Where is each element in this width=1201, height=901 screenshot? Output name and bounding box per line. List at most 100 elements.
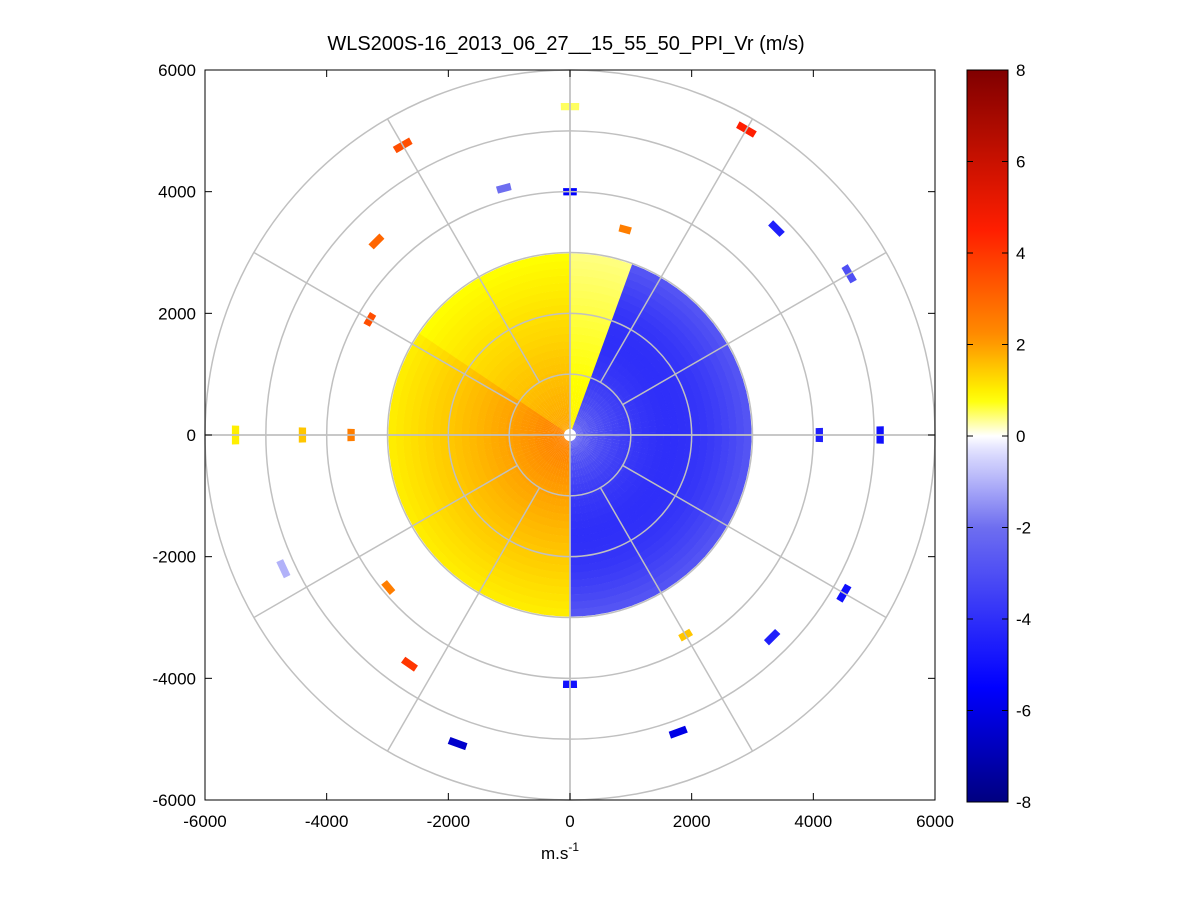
- velocity-cell: [667, 312, 682, 326]
- velocity-cell: [611, 379, 621, 389]
- velocity-cell: [593, 605, 608, 615]
- velocity-cell: [452, 470, 463, 482]
- velocity-cell: [580, 442, 588, 448]
- velocity-cell: [558, 275, 571, 284]
- velocity-cell: [564, 455, 568, 464]
- velocity-cell: [698, 542, 714, 557]
- x-tick-label: -4000: [305, 812, 348, 831]
- velocity-cell: [605, 602, 621, 613]
- velocity-cell: [468, 533, 482, 547]
- velocity-cell: [484, 311, 498, 324]
- velocity-cell: [586, 555, 598, 565]
- velocity-cell: [574, 454, 578, 463]
- velocity-cell: [660, 472, 671, 483]
- velocity-cell: [544, 398, 552, 407]
- velocity-cell: [545, 261, 559, 270]
- velocity-cell: [548, 334, 558, 344]
- velocity-cell: [706, 419, 716, 431]
- velocity-cell: [559, 363, 566, 372]
- velocity-cell: [579, 356, 587, 365]
- velocity-cell: [491, 415, 501, 423]
- velocity-cell: [602, 418, 611, 425]
- velocity-cell: [560, 439, 567, 446]
- velocity-cell: [693, 486, 705, 500]
- velocity-cell: [554, 534, 563, 544]
- velocity-cell: [556, 436, 565, 441]
- velocity-cell: [575, 348, 583, 357]
- velocity-cell: [577, 400, 583, 409]
- velocity-cell: [598, 293, 611, 303]
- velocity-cell: [619, 567, 632, 579]
- velocity-cell: [701, 327, 715, 343]
- velocity-cell: [397, 366, 409, 382]
- velocity-cell: [535, 491, 544, 501]
- velocity-cell: [621, 573, 635, 586]
- velocity-cell: [628, 593, 644, 606]
- y-tick-label: 2000: [158, 304, 196, 323]
- velocity-cell: [717, 396, 728, 410]
- velocity-cell: [728, 417, 737, 430]
- velocity-cell: [592, 460, 600, 468]
- velocity-cell: [539, 384, 547, 393]
- velocity-cell: [657, 569, 673, 584]
- y-tick-label: -6000: [153, 791, 196, 810]
- velocity-cell: [553, 505, 561, 514]
- velocity-cell: [558, 378, 564, 387]
- velocity-cell: [708, 337, 722, 353]
- velocity-cell: [617, 598, 633, 610]
- velocity-cell: [581, 423, 589, 429]
- velocity-cell: [495, 288, 509, 301]
- velocity-cell: [551, 441, 559, 447]
- velocity-cell: [508, 543, 521, 555]
- velocity-cell: [614, 383, 624, 393]
- velocity-cell: [505, 398, 515, 407]
- velocity-cell: [476, 418, 485, 426]
- velocity-cell: [579, 505, 587, 514]
- velocity-cell: [590, 437, 599, 441]
- velocity-cell: [580, 411, 587, 419]
- velocity-cell: [557, 253, 571, 262]
- velocity-cell: [552, 394, 559, 403]
- velocity-cell: [527, 574, 540, 585]
- velocity-cell: [592, 392, 600, 401]
- velocity-cell: [719, 407, 729, 420]
- velocity-cell: [574, 425, 581, 431]
- velocity-cell: [532, 452, 541, 459]
- velocity-cell: [557, 428, 565, 433]
- velocity-cell: [647, 419, 657, 428]
- velocity-cell: [590, 438, 598, 442]
- velocity-cell: [482, 467, 493, 477]
- velocity-cell: [514, 486, 524, 496]
- colorbar-tick-label: -6: [1016, 702, 1031, 721]
- velocity-segment: [276, 559, 291, 579]
- velocity-cell: [570, 268, 583, 277]
- velocity-cell: [489, 396, 500, 406]
- velocity-cell: [603, 487, 613, 497]
- velocity-cell: [606, 533, 618, 545]
- velocity-cell: [586, 406, 593, 414]
- velocity-cell: [418, 408, 428, 420]
- velocity-cell: [551, 512, 559, 521]
- velocity-cell: [667, 562, 683, 577]
- velocity-cell: [426, 313, 442, 328]
- velocity-cell: [600, 413, 609, 420]
- velocity-cell: [540, 450, 548, 457]
- velocity-cell: [544, 607, 558, 617]
- velocity-cell: [586, 464, 593, 473]
- velocity-cell: [527, 468, 536, 477]
- velocity-cell: [689, 362, 701, 376]
- velocity-cell: [540, 351, 549, 361]
- velocity-cell: [622, 549, 635, 562]
- velocity-cell: [663, 438, 672, 446]
- velocity-cell: [499, 417, 508, 424]
- velocity-cell: [432, 317, 447, 333]
- velocity-cell: [606, 453, 616, 461]
- velocity-cell: [604, 468, 613, 477]
- velocity-cell: [443, 559, 459, 575]
- velocity-cell: [724, 394, 735, 408]
- velocity-cell: [521, 595, 536, 606]
- velocity-cell: [476, 437, 485, 445]
- velocity-cell: [526, 456, 535, 464]
- velocity-cell: [550, 427, 558, 431]
- y-tick-label: 0: [187, 426, 196, 445]
